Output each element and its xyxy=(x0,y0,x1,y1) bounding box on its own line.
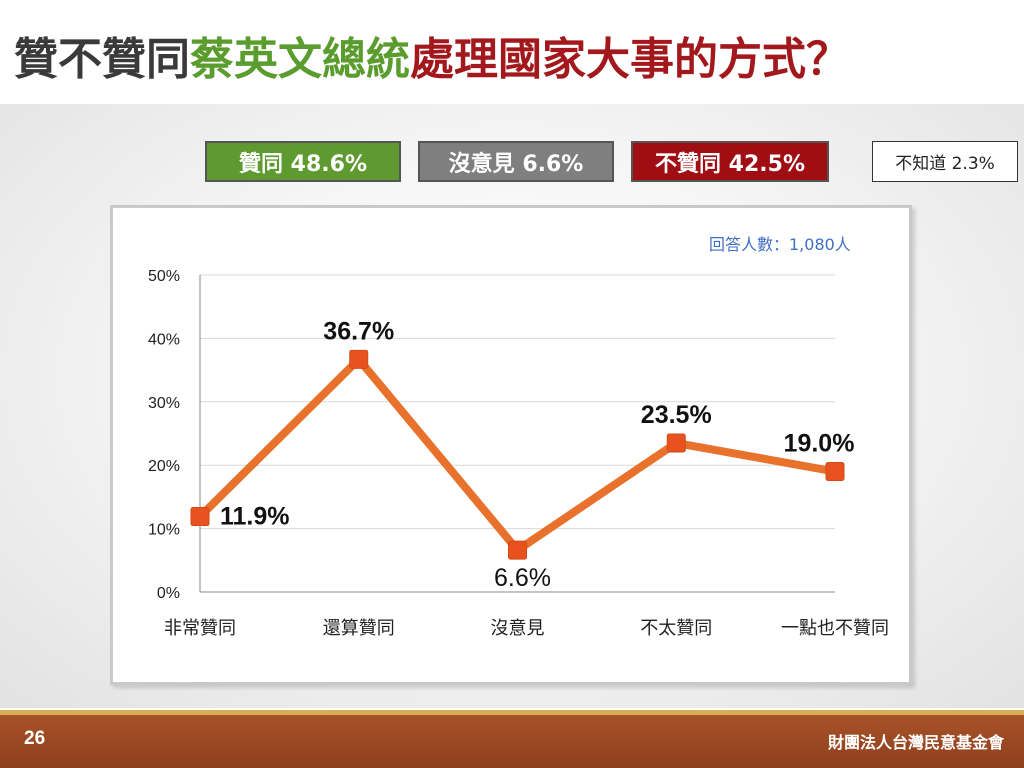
title-part-2: 蔡英文總統 xyxy=(190,34,410,85)
title-part-3: 處理國家大事的方式？ xyxy=(410,34,850,85)
data-point-marker xyxy=(349,349,369,369)
data-point-marker xyxy=(825,462,845,482)
page-number: 26 xyxy=(24,728,46,749)
y-tick-label: 50% xyxy=(148,268,180,285)
data-label: 23.5% xyxy=(641,401,712,429)
data-point-marker xyxy=(666,433,686,453)
x-tick-label: 還算贊同 xyxy=(323,618,395,639)
y-tick-label: 30% xyxy=(148,395,180,412)
dont-know-summary-box: 不知道 2.3% xyxy=(872,141,1018,182)
organization-name: 財團法人台灣民意基金會 xyxy=(827,733,1004,752)
y-tick-label: 0% xyxy=(157,585,180,602)
x-tick-label: 沒意見 xyxy=(491,618,545,639)
data-label: 6.6% xyxy=(494,564,551,592)
footer-accent-line xyxy=(0,710,1024,715)
data-label: 19.0% xyxy=(784,430,855,458)
footer-bar: 26 財團法人台灣民意基金會 xyxy=(0,715,1024,768)
y-tick-label: 40% xyxy=(148,331,180,348)
x-tick-label: 非常贊同 xyxy=(164,618,236,639)
data-point-marker xyxy=(508,540,527,560)
series-line xyxy=(196,355,839,555)
no-opinion-summary-box: 沒意見 6.6% xyxy=(418,141,614,182)
agree-summary-box: 贊同 48.6% xyxy=(205,141,401,182)
x-tick-label: 不太贊同 xyxy=(640,618,712,639)
data-label: 11.9% xyxy=(220,503,290,531)
x-tick-label: 一點也不贊同 xyxy=(781,618,889,639)
title-part-1: 贊不贊同 xyxy=(14,34,190,85)
y-tick-label: 10% xyxy=(148,522,180,539)
slide-title: 贊不贊同蔡英文總統處理國家大事的方式？ xyxy=(14,30,850,90)
data-point-marker xyxy=(190,507,210,527)
respondent-count: 回答人數：1,080人 xyxy=(709,235,851,254)
disagree-summary-box: 不贊同 42.5% xyxy=(631,141,829,182)
data-label: 36.7% xyxy=(323,317,394,345)
y-tick-label: 20% xyxy=(148,458,180,475)
chart-frame xyxy=(110,205,912,685)
